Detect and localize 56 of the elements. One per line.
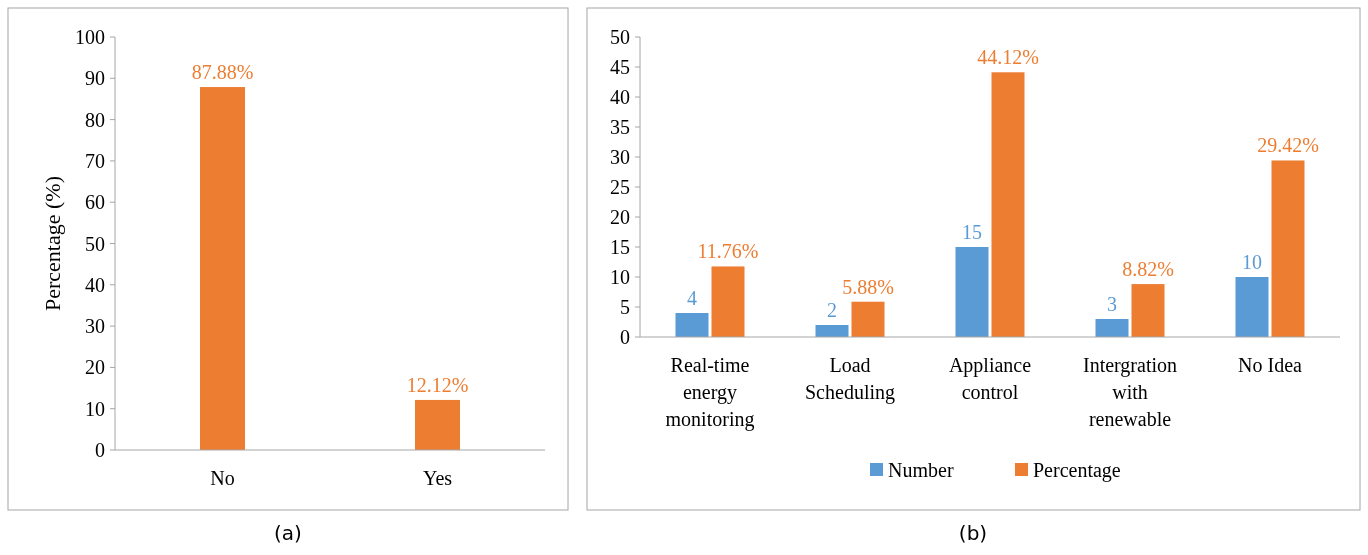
y-tick-label: 10 [85,397,105,420]
bar [815,325,849,337]
data-label: 10 [1242,251,1262,273]
legend-label: Percentage [1033,459,1121,482]
y-tick-label: 45 [610,56,630,78]
y-tick-label: 10 [610,266,630,288]
data-label: 12.12% [406,373,469,396]
bar [991,72,1025,337]
bar [1271,160,1305,337]
y-tick-label: 90 [85,67,105,90]
y-tick-label: 70 [85,149,105,172]
x-tick-label: Real-time energy monitoring [665,354,755,431]
y-tick-label: 25 [610,176,630,198]
x-tick-label: No Idea [1238,354,1303,376]
bar [1131,284,1165,337]
text: (b) [958,521,988,545]
y-tick-label: 50 [85,232,105,255]
y-tick-label: 60 [85,191,105,214]
y-tick-label: 5 [620,296,630,318]
y-tick-label: 0 [620,326,630,348]
bar [1235,277,1269,337]
y-axis-title: Percentage (%) [40,176,65,311]
x-tick-label: Intergration with renewable [1082,354,1178,430]
bar [675,313,709,337]
data-label: 29.42% [1257,134,1319,157]
legend-label: Number [888,459,954,481]
data-label: 87.88% [191,61,254,84]
data-label: 5.88% [842,275,894,298]
x-tick-label: No [210,467,235,489]
data-label: 15 [962,221,982,243]
data-label: 8.82% [1122,258,1174,281]
data-label: 44.12% [977,46,1039,69]
y-tick-label: 20 [85,356,105,379]
x-tick-label: Yes [422,467,453,489]
y-tick-label: 40 [610,86,630,108]
x-tick-label: Appliance control [948,354,1032,403]
bar [1095,319,1129,337]
y-tick-label: 35 [610,116,630,138]
y-tick-label: 80 [85,108,105,131]
y-tick-label: 15 [610,236,630,258]
bar [711,266,745,337]
y-tick-label: 0 [95,439,105,461]
bar [955,247,989,337]
y-tick-label: 30 [610,146,630,168]
y-tick-label: 50 [610,26,630,48]
x-tick-label: Load Scheduling [805,354,895,404]
y-tick-label: 40 [85,273,105,296]
y-tick-label: 30 [85,315,105,338]
bar [851,301,885,337]
y-tick-label: 20 [610,206,630,228]
data-label: 11.76% [697,240,759,263]
data-label: 2 [827,299,837,321]
text: (a) [274,521,302,545]
data-label: 4 [687,287,697,309]
y-tick-label: 100 [75,26,105,48]
data-label: 3 [1107,293,1117,315]
